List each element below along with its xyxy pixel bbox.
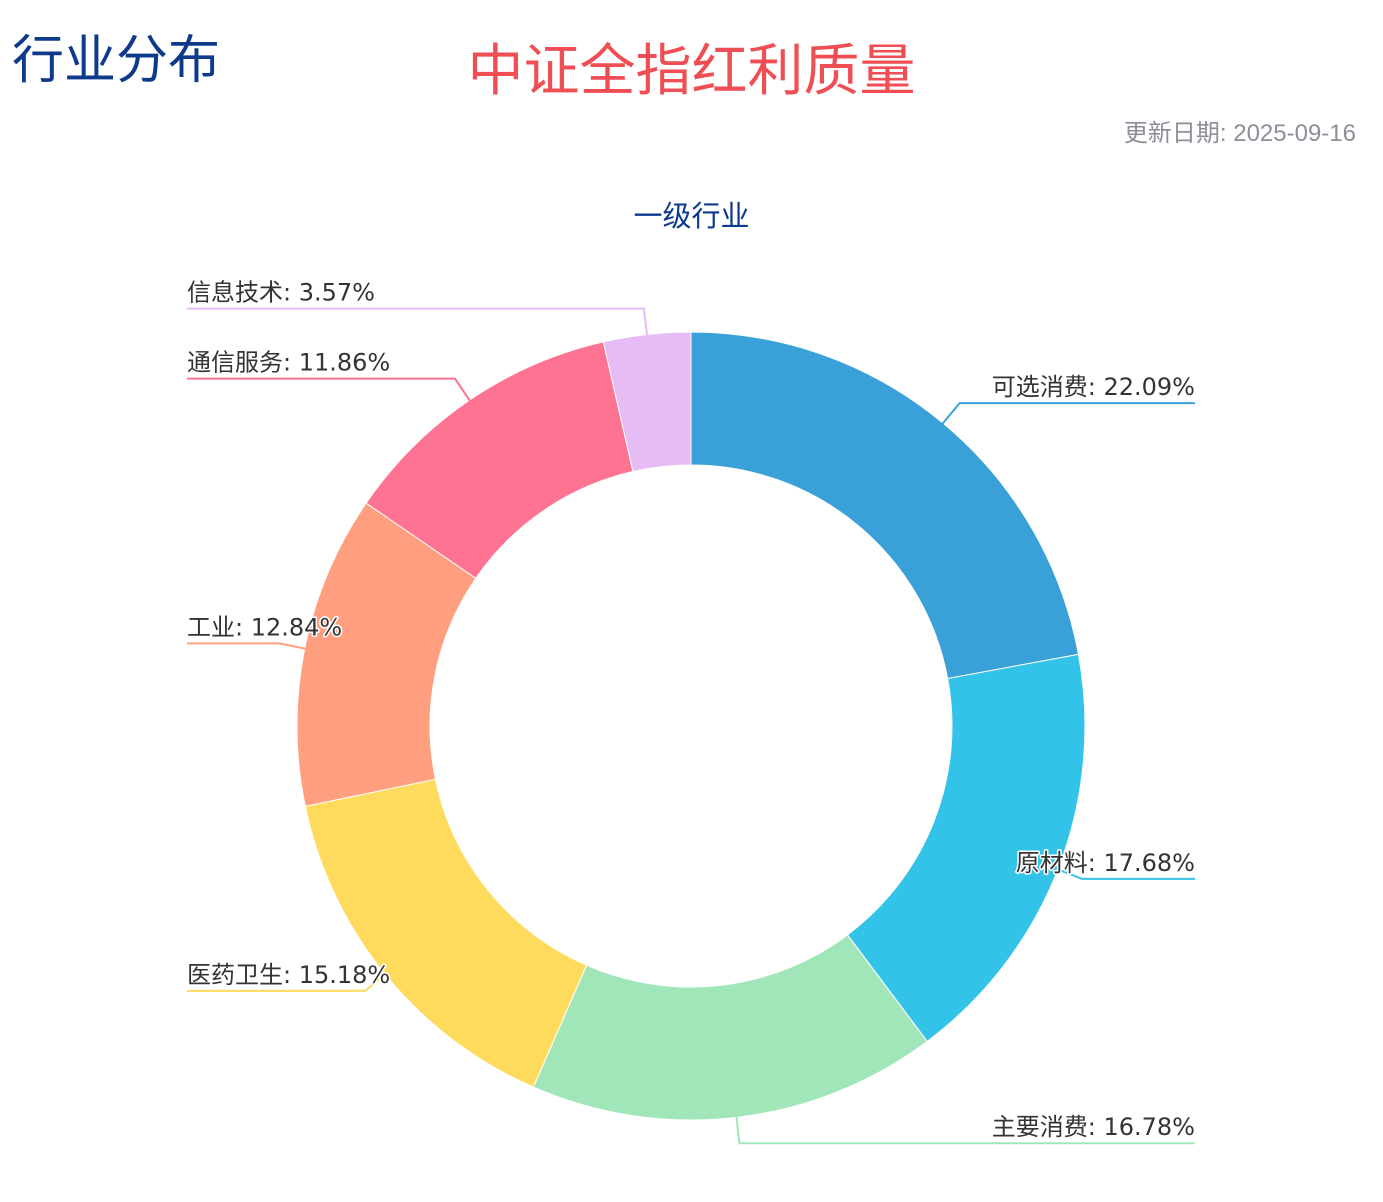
- pie-slice-1[interactable]: [846, 653, 1086, 1043]
- slice-label-0: 可选消费: 22.09%: [992, 373, 1195, 401]
- leader-line-1: [1055, 867, 1195, 880]
- leader-line-4: [187, 642, 307, 650]
- leader-line-5: [187, 377, 472, 403]
- page-title: 中证全指红利质量: [467, 39, 916, 104]
- pie-slice-0[interactable]: [690, 331, 1080, 680]
- slice-label-2: 主要消费: 16.78%: [992, 1113, 1195, 1141]
- update-date: 更新日期: 2025-09-16: [1123, 120, 1356, 147]
- slice-label-6: 信息技术: 3.57%: [187, 279, 375, 307]
- slices-layer: [296, 331, 1086, 1121]
- slice-label-4: 工业: 12.84%: [187, 613, 342, 641]
- leader-lines-layer: [187, 307, 1195, 1145]
- chart-title: 一级行业: [633, 199, 750, 233]
- slice-label-1: 原材料: 17.68%: [1016, 849, 1195, 877]
- pie-slice-6[interactable]: [602, 331, 692, 473]
- leader-line-3: [187, 972, 388, 992]
- section-title: 行业分布: [12, 31, 221, 91]
- pie-slice-2[interactable]: [532, 934, 928, 1121]
- leader-line-0: [940, 402, 1195, 426]
- labels-layer: 可选消费: 22.09% 原材料: 17.68% 主要消费: 16.78% 医药卫生:…: [186, 277, 1197, 1143]
- slice-label-3: 医药卫生: 15.18%: [187, 961, 390, 989]
- leader-line-6: [187, 307, 649, 337]
- slice-label-5: 通信服务: 11.86%: [187, 349, 390, 377]
- pie-slice-3[interactable]: [304, 778, 588, 1088]
- leader-line-2: [735, 1115, 1195, 1145]
